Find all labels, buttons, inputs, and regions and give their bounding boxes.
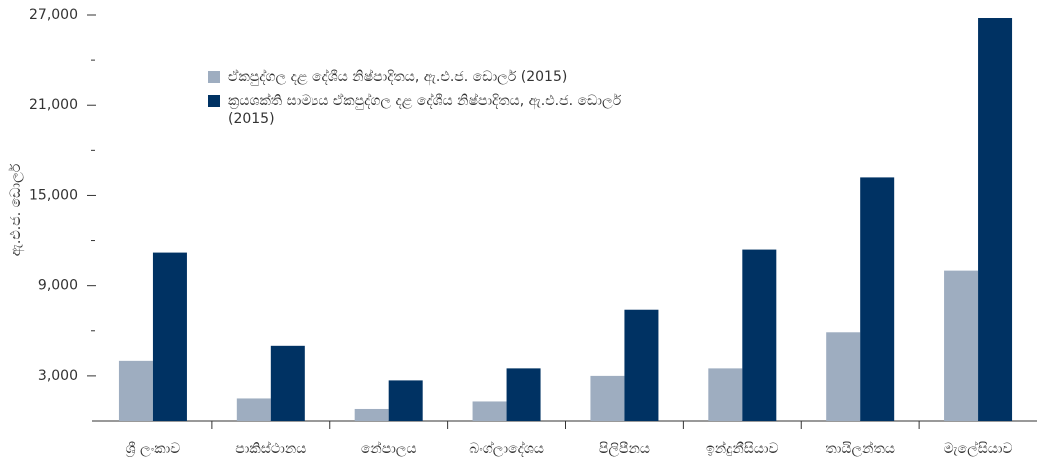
x-tick-label: ඉන්දුනීසියාව — [706, 441, 779, 457]
bar — [270, 345, 305, 421]
bar — [826, 332, 861, 421]
bar — [624, 309, 659, 421]
y-tick-label: 27,000 — [29, 7, 78, 23]
bar — [236, 398, 271, 421]
bar — [506, 368, 541, 421]
y-tick-label: 21,000 — [29, 97, 78, 113]
y-tick-label: 9,000 — [38, 278, 78, 294]
bar — [388, 380, 423, 421]
bar — [742, 249, 777, 421]
legend-item: ඒකපුද්ගල දළ දේශීය නිෂ්පාදිතය, ඇ.එ.ජ. ඩොල… — [208, 68, 628, 86]
y-tick-label: 3,000 — [38, 368, 78, 384]
x-tick-label: පිලිපීනය — [599, 441, 650, 457]
bar — [118, 360, 153, 421]
legend-label: ක්‍රයශක්ති සාම්‍යය ඒකපුද්ගල දළ දේශීය නිෂ… — [228, 93, 622, 127]
x-tick-label: මැලේසියාව — [944, 441, 1013, 457]
legend-label: ඒකපුද්ගල දළ දේශීය නිෂ්පාදිතය, ඇ.එ.ජ. ඩොල… — [228, 69, 568, 85]
bar — [978, 18, 1013, 421]
bar — [590, 375, 625, 421]
legend: ඒකපුද්ගල දළ දේශීය නිෂ්පාදිතය, ඇ.එ.ජ. ඩොල… — [208, 68, 628, 134]
legend-item: ක්‍රයශක්ති සාම්‍යය ඒකපුද්ගල දළ දේශීය නිෂ… — [208, 92, 628, 128]
bar — [708, 368, 743, 421]
x-tick-label: නේපාලය — [361, 441, 417, 457]
bar — [860, 177, 895, 421]
legend-swatch — [208, 95, 220, 107]
bar — [472, 401, 507, 421]
y-tick-label: 15,000 — [29, 187, 78, 203]
x-tick-label: තායිලන්තය — [825, 441, 895, 457]
x-tick-label: බංග්ලාදේශය — [469, 441, 544, 457]
bar — [944, 270, 979, 421]
x-tick-label: ශ්‍රී ලංකාව — [126, 441, 181, 457]
legend-swatch — [208, 71, 220, 83]
bar — [354, 408, 389, 421]
y-axis-label: ඇ.එ.ජ. ඩොලර් — [8, 163, 25, 256]
bar — [152, 252, 187, 421]
x-tick-label: පාකිස්ථානය — [235, 441, 306, 457]
